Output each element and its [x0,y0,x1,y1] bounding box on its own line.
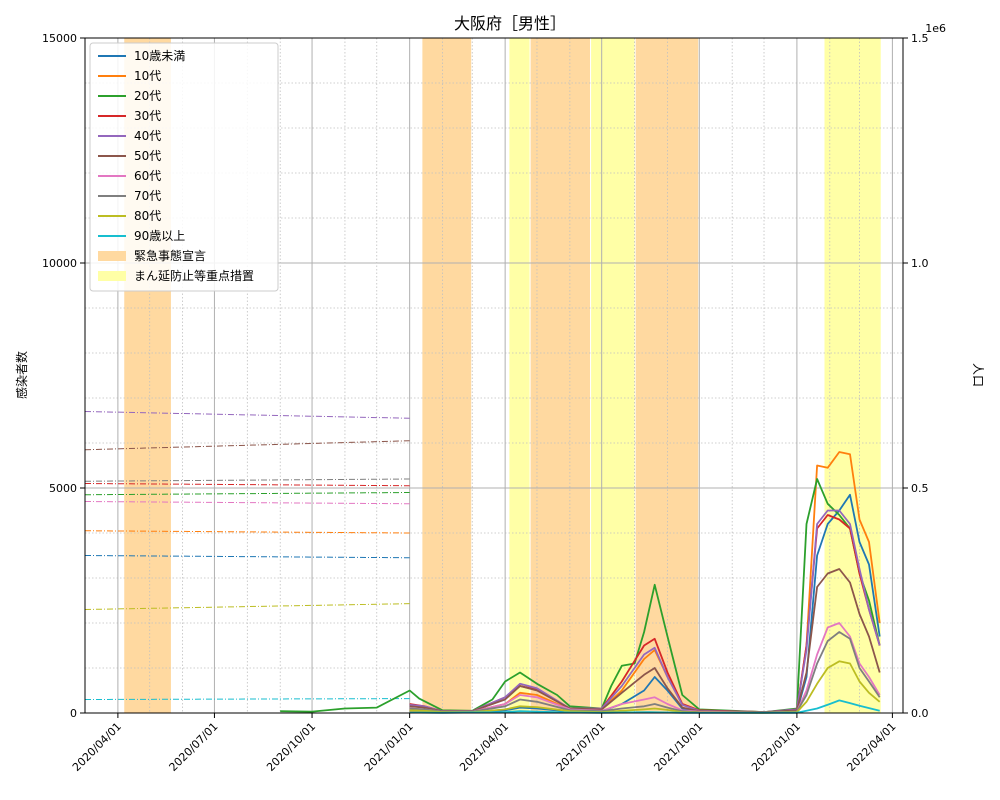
population-line [84,530,410,534]
legend-swatch-priority [98,271,126,281]
x-tick-label: 2020/07/01 [167,720,221,774]
population-line [84,603,410,610]
series-line [409,568,881,713]
x-tick-label: 2021/10/01 [651,720,705,774]
y-tick-label: 0 [70,707,77,720]
x-tick-label: 2020/04/01 [70,720,124,774]
series-line [409,622,881,714]
y-tick-label: 10000 [42,257,77,270]
x-tick-label: 2022/01/01 [749,720,803,774]
priority-band [824,38,881,713]
legend-label: 20代 [134,89,161,103]
population-line [84,492,410,496]
y-ticks-left: 0 5000 10000 15000 [42,32,85,720]
x-tick-label: 2021/04/01 [457,720,511,774]
population-line [84,478,410,482]
legend: 10歳未満 10代 20代 30代 40代 50代 60代 70代 80代 90歳以上緊急事態宣言… [89,42,279,292]
y-ticks-right: 0.0 0.5 1.0 1.5 [903,32,929,720]
period-bands [124,38,881,713]
plot-frame [84,37,904,714]
legend-swatch-emergency [98,251,126,261]
right-axis-multiplier: 1e6 [925,22,946,35]
legend-label: 40代 [134,129,161,143]
emergency-band [422,38,472,713]
legend-label: 70代 [134,189,161,203]
series-line [409,660,881,714]
legend-label: 緊急事態宣言 [134,248,206,263]
series-line [409,509,881,713]
population-line [84,698,410,700]
population-line [84,555,410,559]
x-tick-label: 2022/04/01 [844,720,898,774]
x-ticks: 2020/04/01 2020/07/01 2020/10/01 2021/01/01… [70,713,899,774]
priority-band [509,38,530,713]
legend-label: 60代 [134,169,161,183]
legend-label: 10代 [134,69,161,83]
legend-label: 10歳未満 [134,49,185,63]
emergency-band [530,38,591,713]
population-line [84,501,410,505]
priority-band [591,38,635,713]
chart-title: 大阪府［男性］ [454,14,566,33]
y-axis-label: 感染者数 [14,351,29,399]
y-tick-label: 5000 [49,482,77,495]
y-tick-label-right: 1.0 [911,257,929,270]
x-tick-label: 2021/01/01 [362,720,416,774]
legend-box [89,42,279,292]
y-axis-label-right: 人口 [971,363,985,387]
legend-label: 80代 [134,209,161,223]
series-line [409,631,881,714]
legend-label: 50代 [134,149,161,163]
y-tick-label-right: 0.5 [911,482,929,495]
population-line [84,440,410,451]
population-line [84,411,410,419]
x-tick-label: 2021/07/01 [554,720,608,774]
legend-label: まん延防止等重点措置 [134,268,254,283]
emergency-band [635,38,699,713]
y-tick-label-right: 0.0 [911,707,929,720]
legend-label: 90歳以上 [134,229,185,243]
series-line [280,478,881,713]
legend-label: 30代 [134,109,161,123]
population-lines [84,411,410,700]
y-tick-label-right: 1.5 [911,32,929,45]
population-line [84,483,410,487]
x-tick-label: 2020/10/01 [264,720,318,774]
y-tick-label: 15000 [42,32,77,45]
